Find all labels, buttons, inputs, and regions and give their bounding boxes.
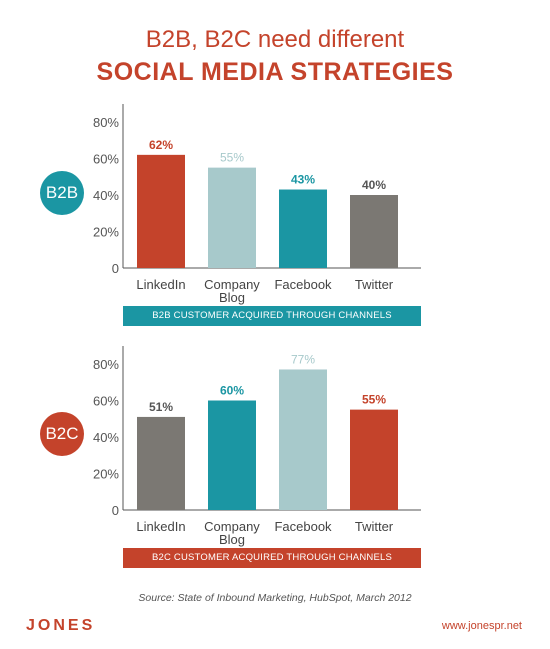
title-line-2: SOCIAL MEDIA STRATEGIES — [96, 58, 454, 86]
b2b-bar-linkedin — [137, 154, 185, 268]
b2c-bar-twitter — [350, 409, 398, 510]
b2b-bar-company-blog — [208, 167, 256, 268]
b2b-category-label: Facebook — [274, 277, 332, 292]
b2b-value-label: 55% — [220, 151, 244, 165]
b2c-caption: B2C CUSTOMER ACQUIRED THROUGH CHANNELS — [123, 548, 421, 568]
b2c-category-label: Facebook — [274, 519, 332, 534]
b2b-badge: B2B — [40, 171, 84, 215]
b2c-value-label: 51% — [149, 400, 173, 414]
b2c-value-label: 60% — [220, 384, 244, 398]
b2c-badge: B2C — [40, 412, 84, 456]
b2b-y-tick-label: 20% — [93, 225, 119, 240]
b2b-y-tick-label: 60% — [93, 152, 119, 167]
b2b-category-label: Twitter — [355, 277, 394, 292]
b2b-y-tick-label: 0 — [112, 261, 119, 276]
website-link[interactable]: www.jonespr.net — [441, 620, 522, 632]
b2c-value-label: 77% — [291, 352, 315, 366]
b2b-value-label: 40% — [362, 178, 386, 192]
b2c-category-label: Company — [204, 519, 260, 534]
b2b-y-tick-label: 40% — [93, 188, 119, 203]
b2c-y-tick-label: 80% — [93, 357, 119, 372]
b2c-bar-facebook — [279, 369, 327, 510]
b2b-bar-facebook — [279, 189, 327, 268]
b2b-caption: B2B CUSTOMER ACQUIRED THROUGH CHANNELS — [123, 306, 421, 326]
b2b-bar-twitter — [350, 195, 398, 268]
b2c-bar-company-blog — [208, 400, 256, 510]
b2c-category-label: Twitter — [355, 519, 394, 534]
b2c-bar-linkedin — [137, 416, 185, 510]
b2b-y-tick-label: 80% — [93, 115, 119, 130]
jones-logo: JONES — [26, 617, 96, 634]
b2c-category-label: LinkedIn — [136, 519, 185, 534]
b2c-value-label: 55% — [362, 393, 386, 407]
b2c-y-tick-label: 60% — [93, 394, 119, 409]
b2c-y-tick-label: 20% — [93, 467, 119, 482]
b2b-category-label: LinkedIn — [136, 277, 185, 292]
source-note: Source: State of Inbound Marketing, HubS… — [138, 592, 412, 604]
b2b-value-label: 62% — [149, 138, 173, 152]
b2c-y-tick-label: 40% — [93, 430, 119, 445]
b2c-y-tick-label: 0 — [112, 503, 119, 518]
b2c-category-label: Blog — [219, 532, 245, 547]
title-line-1: B2B, B2C need different — [145, 26, 405, 53]
b2b-category-label: Blog — [219, 290, 245, 305]
b2b-category-label: Company — [204, 277, 260, 292]
b2b-value-label: 43% — [291, 173, 315, 187]
